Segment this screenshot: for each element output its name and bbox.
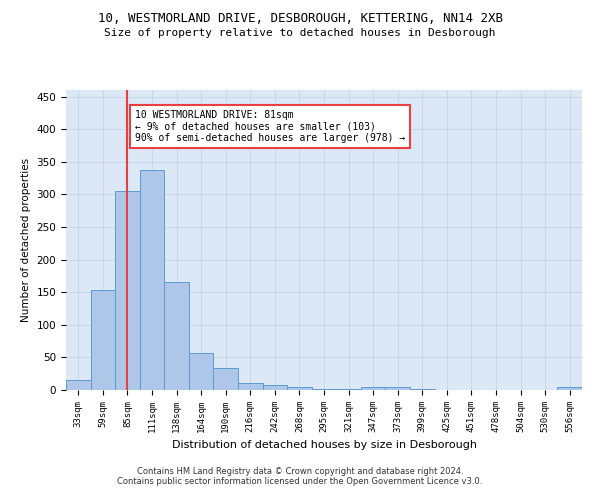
X-axis label: Distribution of detached houses by size in Desborough: Distribution of detached houses by size … [172, 440, 476, 450]
Bar [66, 380, 91, 390]
Bar [361, 386, 385, 390]
Text: Contains HM Land Registry data © Crown copyright and database right 2024.: Contains HM Land Registry data © Crown c… [137, 467, 463, 476]
Bar [164, 282, 189, 390]
Bar [385, 386, 410, 390]
Bar [238, 384, 263, 390]
Bar [115, 191, 140, 390]
Y-axis label: Number of detached properties: Number of detached properties [21, 158, 31, 322]
Bar [557, 388, 582, 390]
Bar [312, 388, 336, 390]
Text: Contains public sector information licensed under the Open Government Licence v3: Contains public sector information licen… [118, 477, 482, 486]
Text: Size of property relative to detached houses in Desborough: Size of property relative to detached ho… [104, 28, 496, 38]
Bar [263, 385, 287, 390]
Bar [91, 290, 115, 390]
Bar [410, 388, 434, 390]
Bar [140, 170, 164, 390]
Bar [287, 386, 312, 390]
Bar [189, 354, 214, 390]
Text: 10 WESTMORLAND DRIVE: 81sqm
← 9% of detached houses are smaller (103)
90% of sem: 10 WESTMORLAND DRIVE: 81sqm ← 9% of deta… [135, 110, 405, 143]
Bar [214, 368, 238, 390]
Text: 10, WESTMORLAND DRIVE, DESBOROUGH, KETTERING, NN14 2XB: 10, WESTMORLAND DRIVE, DESBOROUGH, KETTE… [97, 12, 503, 26]
